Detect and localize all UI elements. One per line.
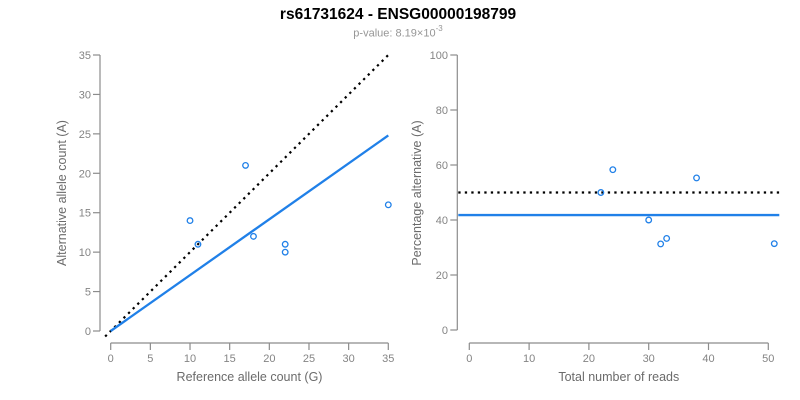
y-tick-label: 80 [436, 105, 448, 117]
y-tick-label: 15 [79, 208, 91, 220]
data-point [242, 161, 249, 169]
pvalue-exponent: -3 [435, 24, 443, 33]
y-tick-label: 0 [85, 326, 91, 338]
data-point [194, 240, 202, 248]
data-point [663, 234, 671, 242]
y-tick-label: 35 [79, 50, 91, 62]
y-axis-label: Alternative allele count (A) [55, 120, 69, 266]
data-point [645, 216, 653, 224]
data-point [609, 166, 617, 174]
y-tick-label: 30 [79, 89, 91, 101]
y-tick-label: 60 [436, 160, 448, 172]
data-point [384, 201, 392, 209]
data-point [597, 189, 605, 196]
x-tick-label: 50 [762, 353, 774, 365]
fit-line [110, 134, 389, 332]
x-tick-label: 10 [184, 353, 196, 365]
x-tick-label: 40 [702, 353, 714, 365]
y-tick-label: 10 [79, 247, 91, 259]
x-tick-label: 35 [382, 353, 394, 365]
x-tick-label: 0 [108, 353, 114, 365]
data-point [250, 232, 257, 240]
x-axis-label: Total number of reads [558, 370, 679, 384]
y-tick-label: 20 [79, 168, 91, 180]
figure-subtitle: p-value: 8.19×10-3 [0, 24, 796, 40]
panel-ref-vs-alt-counts: 0 5 10 15 20 25 30 35 0 5 10 15 20 25 30 35 Reference al… [55, 50, 394, 384]
data-point [770, 240, 778, 248]
panel-pct-alt-vs-reads: 0 20 40 60 80 100 0 10 20 30 40 50 Total number of r… [410, 50, 780, 384]
x-tick-label: 10 [523, 353, 535, 365]
data-point [186, 217, 194, 225]
y-tick-label: 20 [436, 270, 448, 282]
x-tick-label: 20 [263, 353, 275, 365]
data-point [657, 240, 665, 248]
y-tick-label: 0 [442, 325, 448, 337]
x-tick-label: 20 [583, 353, 595, 365]
x-tick-label: 25 [303, 353, 315, 365]
y-tick-label: 25 [79, 129, 91, 141]
x-tick-label: 5 [147, 353, 153, 365]
data-point [693, 174, 700, 182]
x-tick-label: 0 [466, 353, 472, 365]
x-axis-label: Reference allele count (G) [177, 370, 323, 384]
figure-title: rs61731624 - ENSG00000198799 [279, 6, 517, 23]
x-tick-label: 15 [224, 353, 236, 365]
x-tick-label: 30 [643, 353, 655, 365]
y-tick-label: 40 [436, 215, 448, 227]
x-tick-label: 30 [343, 353, 355, 365]
identity-line [104, 54, 390, 338]
y-tick-label: 100 [430, 50, 448, 62]
data-point [281, 248, 289, 256]
y-tick-label: 5 [85, 287, 91, 299]
data-point [281, 240, 289, 248]
pvalue-text: p-value: 8.19×10 [353, 27, 436, 40]
y-axis-label: Percentage alternative (A) [410, 120, 424, 265]
